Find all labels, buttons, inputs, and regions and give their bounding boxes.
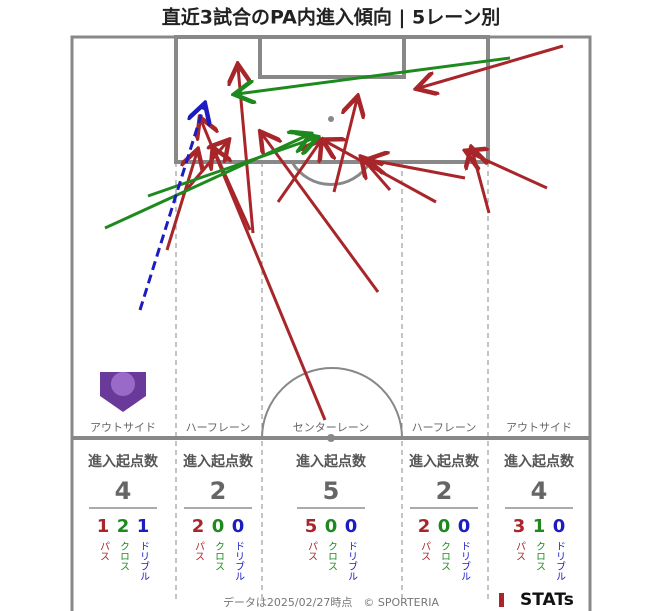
lane-total: 4 [531,477,548,505]
stat-label: ドリブル [233,541,245,581]
lane-heading: 進入起点数 [296,453,367,470]
stat-label: ドリブル [459,541,471,581]
stat-value: 1 [533,516,546,537]
lane-label: アウトサイド [506,421,572,434]
lane-heading: 進入起点数 [88,453,159,470]
stat-value: 0 [212,516,225,537]
logo [100,372,146,412]
stat-value: 0 [553,516,566,537]
lane-total: 5 [323,477,340,505]
pitch [70,35,592,611]
brand-icon [499,593,504,607]
stat-label: ドリブル [346,541,358,581]
stat-value: 3 [513,516,526,537]
stat-label: クロス [534,541,545,571]
stat-value: 2 [117,516,130,537]
lane-label: アウトサイド [90,421,156,434]
stat-value: 0 [345,516,358,537]
stat-label: パス [514,541,526,561]
stat-value: 1 [137,516,150,537]
lane-heading: 進入起点数 [409,453,480,470]
stat-label: クロス [439,541,450,571]
footer-note: データは2025/02/27時点 © SPORTERIA [223,595,440,609]
stat-label: パス [98,541,110,561]
brand: STATs [520,590,574,610]
lane-label: ハーフレーン [186,421,251,434]
lane-total: 2 [210,477,227,505]
lane-total: 4 [115,477,132,505]
stat-value: 2 [418,516,431,537]
lane-total: 2 [436,477,453,505]
lane-label: センターレーン [293,421,369,434]
stat-label: ドリブル [554,541,566,581]
stat-value: 0 [438,516,451,537]
stat-label: パス [419,541,431,561]
stat-label: パス [306,541,318,561]
lane-heading: 進入起点数 [183,453,254,470]
title: 直近3試合のPA内進入傾向 | 5レーン別 [162,6,501,29]
lane-heading: 進入起点数 [504,453,575,470]
stat-value: 0 [232,516,245,537]
stat-value: 5 [305,516,318,537]
stat-label: クロス [213,541,224,571]
stat-label: クロス [118,541,129,571]
stat-value: 0 [325,516,338,537]
stat-value: 2 [192,516,205,537]
stat-value: 1 [97,516,110,537]
stat-label: ドリブル [138,541,150,581]
stat-label: クロス [326,541,337,571]
stat-value: 0 [458,516,471,537]
arrows [104,44,564,421]
lane-label: ハーフレーン [412,421,477,434]
stat-label: パス [193,541,205,561]
